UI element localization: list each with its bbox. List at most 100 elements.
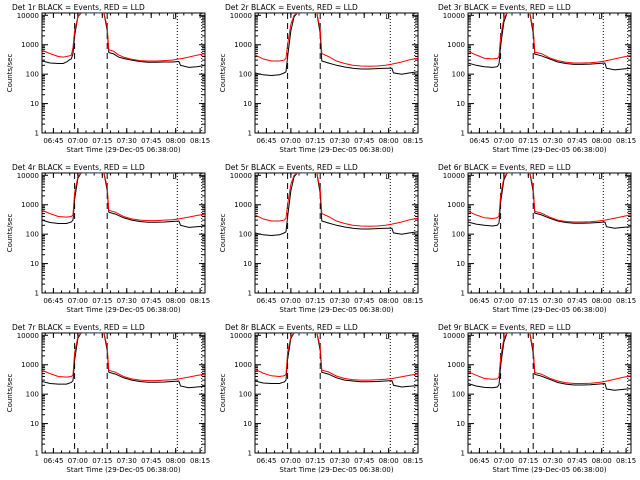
panel-title: Det 5r BLACK = Events, RED = LLD [225,163,358,172]
detector-panel: Det 5r BLACK = Events, RED = LLD 1 10 100 10… [219,163,423,314]
y-tick-label: 1 [35,290,39,298]
x-tick-label: 08:00 [592,457,612,465]
x-tick-label: 08:15 [190,137,210,145]
x-tick-label: 06:45 [469,457,489,465]
y-axis-label: Counts/sec [219,374,227,413]
x-axis-label: Start Time (29-Dec-05 06:38:00) [492,466,606,474]
x-axis-label: Start Time (29-Dec-05 06:38:00) [492,306,606,314]
y-axis-label: Counts/sec [6,54,14,93]
events-series-line [255,173,418,237]
x-tick-label: 07:15 [305,297,325,305]
x-tick-label: 08:15 [616,137,636,145]
x-tick-label: 07:00 [68,457,88,465]
series-group [255,333,418,388]
events-series-line [42,173,205,228]
y-tick-label: 1 [35,130,39,138]
x-tick-label: 07:45 [141,137,161,145]
series-group [42,13,205,68]
x-tick-label: 07:30 [330,457,350,465]
x-tick-label: 08:00 [592,297,612,305]
panel-title: Det 1r BLACK = Events, RED = LLD [12,3,145,12]
lld-series-line [42,173,205,222]
series-group [468,333,631,391]
y-tick-label: 100 [26,71,39,79]
x-tick-label: 07:45 [141,457,161,465]
x-tick-label: 07:30 [330,137,350,145]
x-axis-label: Start Time (29-Dec-05 06:38:00) [279,146,393,154]
x-tick-label: 08:15 [190,297,210,305]
x-tick-label: 07:30 [117,457,137,465]
x-tick-label: 07:00 [68,297,88,305]
y-tick-label: 1000 [447,41,465,49]
x-tick-label: 07:00 [281,297,301,305]
x-axis-label: Start Time (29-Dec-05 06:38:00) [66,146,180,154]
y-tick-label: 1000 [234,201,252,209]
y-tick-label: 1000 [234,41,252,49]
corner-marker: L [172,173,176,181]
y-tick-label: 10 [30,260,39,268]
plot-frame [467,172,632,294]
x-tick-label: 07:30 [330,297,350,305]
x-tick-label: 06:45 [256,137,276,145]
detector-panel: Det 8r BLACK = Events, RED = LLD 1 10 100 10… [219,323,423,474]
panel-title: Det 4r BLACK = Events, RED = LLD [12,163,145,172]
x-axis-label: Start Time (29-Dec-05 06:38:00) [279,306,393,314]
x-tick-label: 08:00 [379,297,399,305]
events-series-line [468,173,631,229]
corner-marker: L [598,13,602,21]
plot-frame [254,332,419,454]
y-tick-label: 1 [248,130,252,138]
lld-series-line [255,13,418,67]
x-tick-label: 07:15 [92,137,112,145]
x-tick-label: 07:45 [354,137,374,145]
x-tick-label: 08:00 [166,297,186,305]
x-axis-label: Start Time (29-Dec-05 06:38:00) [66,466,180,474]
x-tick-label: 07:15 [92,297,112,305]
y-tick-label: 1000 [447,361,465,369]
plot-frame [41,332,206,454]
panel-title: Det 9r BLACK = Events, RED = LLD [438,323,571,332]
detector-panel: Det 4r BLACK = Events, RED = LLD 1 10 100 10… [6,163,210,314]
y-tick-label: 10 [456,260,465,268]
x-tick-label: 06:45 [256,297,276,305]
x-tick-label: 08:15 [403,457,423,465]
y-tick-label: 1000 [234,361,252,369]
y-tick-label: 10 [456,420,465,428]
corner-marker: L [598,333,602,341]
lld-series-line [255,333,418,381]
series-group [468,13,631,71]
x-tick-label: 08:00 [379,137,399,145]
events-series-line [468,13,631,71]
corner-marker: L [385,173,389,181]
y-tick-label: 10000 [230,172,252,180]
x-tick-label: 07:15 [305,457,325,465]
y-axis-label: Counts/sec [432,374,440,413]
y-tick-label: 100 [26,391,39,399]
y-tick-label: 100 [452,391,465,399]
events-series-line [468,333,631,391]
y-tick-label: 10 [243,420,252,428]
plot-frame [41,12,206,134]
x-tick-label: 07:30 [117,137,137,145]
detector-panel: Det 9r BLACK = Events, RED = LLD 1 10 100 10… [432,323,636,474]
y-tick-label: 1 [461,130,465,138]
y-tick-label: 10000 [443,12,465,20]
y-tick-label: 10000 [443,172,465,180]
y-tick-label: 1000 [21,41,39,49]
x-tick-label: 07:30 [543,137,563,145]
x-tick-label: 06:45 [43,297,63,305]
corner-marker: L [172,13,176,21]
panel-title: Det 2r BLACK = Events, RED = LLD [225,3,358,12]
x-tick-label: 08:00 [166,457,186,465]
series-group [468,173,631,229]
y-tick-label: 1 [461,450,465,458]
series-group [255,173,418,237]
y-tick-label: 100 [239,231,252,239]
panel-title: Det 8r BLACK = Events, RED = LLD [225,323,358,332]
y-tick-label: 10 [243,260,252,268]
x-tick-label: 07:45 [141,297,161,305]
x-tick-label: 07:00 [494,137,514,145]
detector-panel: Det 2r BLACK = Events, RED = LLD 1 10 100 10… [219,3,423,154]
events-series-line [42,333,205,389]
x-tick-label: 07:00 [68,137,88,145]
